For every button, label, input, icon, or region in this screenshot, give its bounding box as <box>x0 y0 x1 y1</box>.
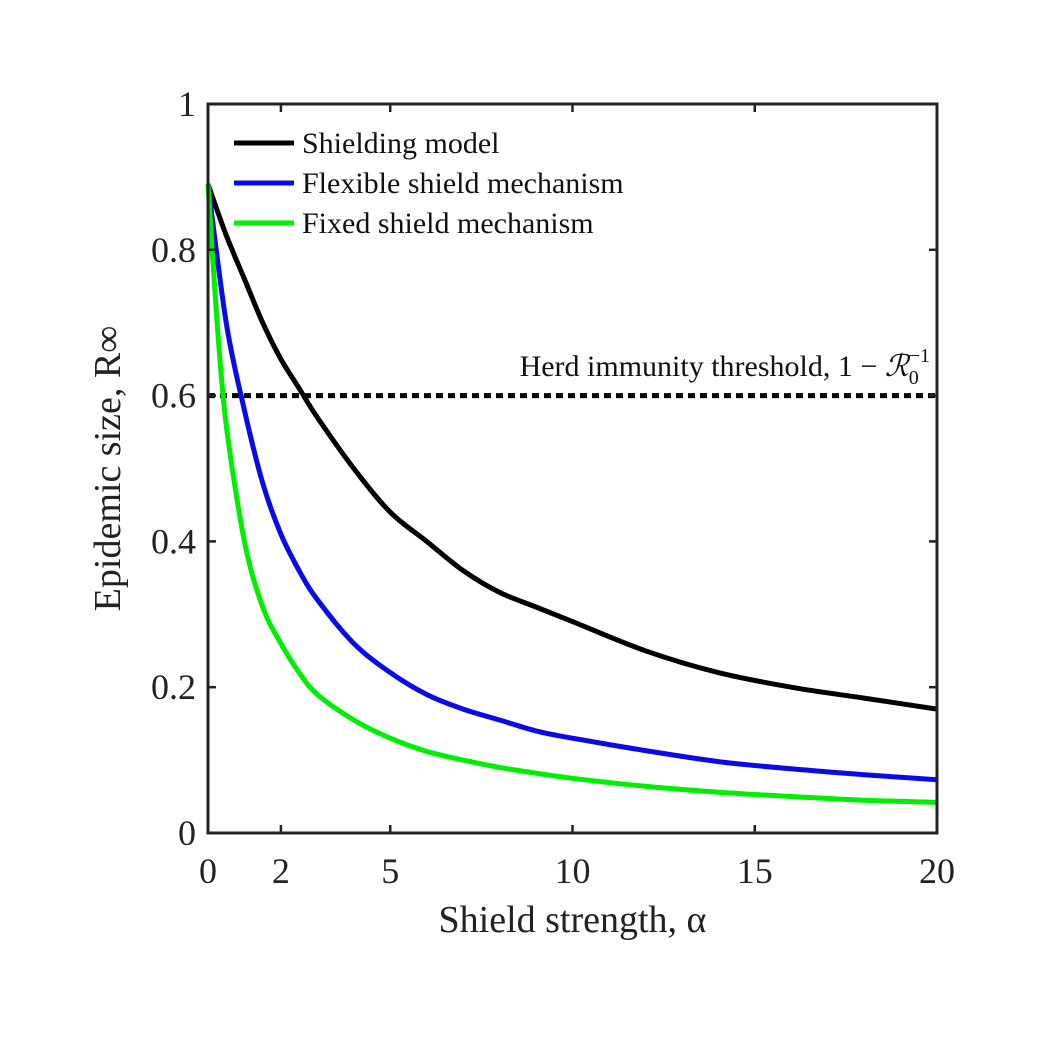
series-line-fixed-shield-mechanism <box>205 184 938 805</box>
x-tick-label: 2 <box>272 851 290 891</box>
legend-label-flexible-shield-mechanism: Flexible shield mechanism <box>302 167 624 200</box>
axis-ticks <box>206 102 939 835</box>
y-axis-label: Epidemic size, R∞ <box>87 326 129 612</box>
legend-label-fixed-shield-mechanism: Fixed shield mechanism <box>302 207 594 240</box>
plot-area <box>205 102 939 835</box>
legend: Shielding model Flexible shield mechanism… <box>234 127 624 240</box>
x-tick-label: 15 <box>737 851 773 891</box>
legend-label-shielding-model: Shielding model <box>302 127 500 160</box>
x-axis-label: Shield strength, α <box>439 899 707 941</box>
x-tick-labels: 0 2 5 10 15 20 <box>199 851 955 891</box>
y-tick-label: 0 <box>178 813 196 853</box>
x-tick-label: 20 <box>919 851 955 891</box>
series-lines <box>205 183 938 805</box>
y-tick-label: 0.2 <box>151 667 196 707</box>
y-tick-label: 1 <box>178 84 196 124</box>
series-line-flexible-shield-mechanism <box>205 183 938 783</box>
x-tick-label: 0 <box>199 851 217 891</box>
y-tick-label: 0.6 <box>151 376 196 416</box>
y-tick-label: 0.8 <box>151 230 196 270</box>
threshold-label: Herd immunity threshold, 1 − ℛ0−1 <box>520 345 930 389</box>
y-tick-label: 0.4 <box>151 521 196 561</box>
x-tick-label: 5 <box>381 851 399 891</box>
x-tick-label: 10 <box>555 851 591 891</box>
series-line-shielding-model <box>205 183 938 712</box>
y-tick-labels: 0 0.2 0.4 0.6 0.8 1 <box>151 84 196 853</box>
